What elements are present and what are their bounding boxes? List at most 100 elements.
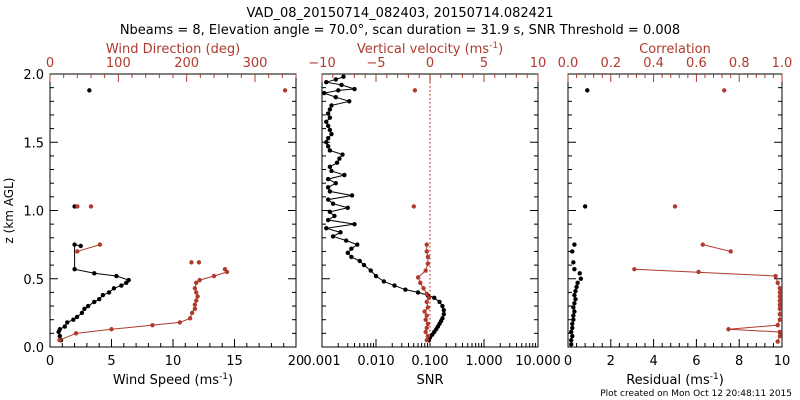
x-tick-label-bottom: 0.100 [411, 354, 448, 369]
series-line [322, 76, 445, 341]
data-point [777, 286, 783, 291]
data-point [368, 268, 373, 273]
data-point [582, 204, 588, 209]
x-tick-label-bottom: 6 [692, 354, 700, 369]
data-point [437, 299, 442, 305]
x-tick-label-bottom: 10 [165, 354, 182, 369]
data-point [423, 317, 428, 322]
data-point [352, 86, 357, 92]
data-point [327, 209, 333, 215]
x-axis-label-bottom: Residual (ms-1) [626, 372, 724, 388]
data-point [78, 243, 83, 249]
data-point [403, 287, 408, 292]
series-line [634, 268, 781, 342]
x-tick-label-bottom: 4 [649, 354, 657, 369]
data-point [325, 176, 331, 182]
data-point [777, 333, 783, 339]
data-point [570, 325, 575, 331]
x-tick-label-top: 0.2 [600, 56, 621, 71]
panel-1: 0.0 0.5 1.0 1.5 2.0 z (km AGL) 0 5 10 15 20 Wind Sp… [2, 42, 304, 388]
data-point [572, 301, 577, 306]
data-point [330, 201, 336, 206]
x-tick-label-top: 300 [243, 56, 268, 71]
x-axis-label-bottom: SNR [416, 373, 443, 388]
data-point [574, 284, 579, 290]
data-point [440, 316, 445, 321]
data-point [775, 339, 780, 344]
data-point [189, 260, 194, 265]
data-point [177, 320, 183, 325]
data-point [355, 242, 360, 247]
data-point [329, 103, 334, 108]
data-point [197, 277, 202, 283]
x-tick-label-bottom: 10 [774, 354, 791, 369]
data-point [189, 310, 195, 316]
data-point [571, 313, 576, 318]
data-point [325, 123, 331, 129]
series-line [59, 268, 228, 341]
data-point [415, 275, 421, 280]
data-point [726, 327, 731, 332]
x-tick-label-bottom: 0.010 [357, 354, 394, 369]
data-point [381, 279, 387, 284]
data-point [87, 88, 92, 93]
x-tick-label-bottom: 15 [226, 354, 243, 369]
data-point [572, 242, 577, 247]
data-point [423, 329, 428, 335]
x-tick-label-top: 5 [480, 56, 488, 71]
data-point [106, 290, 112, 295]
data-point [777, 329, 783, 335]
data-point [352, 221, 357, 227]
x-tick-label-bottom: 5 [107, 354, 115, 369]
data-point [570, 333, 575, 339]
y-tick-label: 0.5 [23, 273, 44, 288]
data-point [440, 303, 445, 309]
data-point [62, 324, 67, 329]
x-tick-label-top: 0.4 [643, 56, 664, 71]
x-tick-label-bottom: 0 [564, 354, 572, 369]
data-point [324, 119, 329, 124]
data-point [333, 95, 338, 100]
data-point [333, 77, 338, 82]
data-point [777, 290, 783, 295]
data-point [441, 307, 446, 313]
data-point [696, 269, 701, 275]
data-point [329, 131, 334, 137]
data-point [441, 312, 446, 317]
data-point [325, 185, 331, 190]
data-point [569, 337, 574, 343]
data-point [336, 88, 341, 93]
data-point [411, 204, 416, 209]
data-point [324, 140, 329, 145]
data-point [572, 309, 577, 314]
data-point [72, 266, 77, 272]
data-point [571, 260, 576, 265]
data-point [432, 295, 437, 301]
data-point [777, 312, 783, 317]
data-point [324, 226, 329, 231]
data-point [569, 329, 574, 335]
x-tick-label-bottom: 0 [46, 354, 54, 369]
panel-3: 0 2 4 6 8 10 Residual (ms-1) 0.0 0.2 0.4 0.6 0.8 1.0… [558, 42, 793, 388]
data-point [573, 297, 578, 302]
data-point [425, 333, 431, 339]
data-point [282, 88, 288, 93]
series-2-red [411, 88, 432, 343]
data-point [424, 242, 429, 247]
x-tick-label-top: 10 [530, 56, 547, 71]
data-point [343, 238, 349, 243]
data-point [578, 276, 584, 281]
data-point [111, 286, 117, 291]
data-point [126, 277, 131, 283]
x-axis-label-top: Vertical velocity (ms-1) [357, 41, 503, 57]
data-point [345, 205, 350, 210]
data-point [196, 260, 202, 265]
data-point [92, 299, 97, 305]
data-point [421, 286, 426, 291]
data-point [575, 280, 580, 286]
data-point [424, 299, 429, 305]
data-point [88, 204, 94, 209]
data-point [777, 302, 783, 307]
x-tick-label-top: 200 [174, 56, 199, 71]
